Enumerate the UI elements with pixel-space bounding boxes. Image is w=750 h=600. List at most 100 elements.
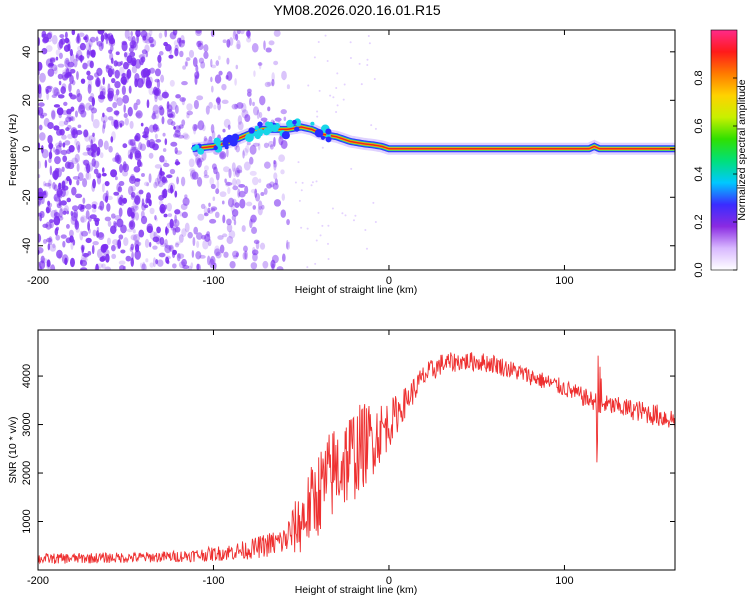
noise-blob xyxy=(245,201,253,207)
noise-blob xyxy=(101,183,105,193)
noise-blob xyxy=(56,91,61,97)
noise-blob xyxy=(203,51,209,59)
noise-blob xyxy=(65,116,72,123)
noise-blob xyxy=(38,124,43,131)
noise-blob xyxy=(70,68,76,74)
noise-blob xyxy=(131,35,136,46)
noise-dot xyxy=(368,42,371,45)
noise-blob xyxy=(151,90,159,96)
noise-blob xyxy=(119,265,125,270)
noise-blob xyxy=(167,213,173,217)
noise-blob xyxy=(208,202,211,208)
noise-blob xyxy=(221,99,229,105)
noise-blob xyxy=(227,124,231,130)
noise-blob xyxy=(195,30,203,37)
noise-blob xyxy=(222,39,227,44)
noise-blob xyxy=(252,101,255,107)
noise-blob xyxy=(84,34,89,43)
noise-blob xyxy=(45,45,53,53)
noise-blob xyxy=(98,93,105,103)
noise-blob xyxy=(234,78,237,86)
noise-blob xyxy=(152,104,160,115)
noise-blob xyxy=(188,158,195,168)
noise-blob xyxy=(200,203,206,209)
noise-blob xyxy=(132,229,136,234)
noise-blob xyxy=(149,207,155,215)
noise-blob xyxy=(85,42,92,52)
ridge-blob xyxy=(325,136,332,143)
noise-blob xyxy=(264,81,271,88)
noise-blob xyxy=(236,39,241,50)
noise-blob xyxy=(273,60,279,66)
noise-blob xyxy=(197,213,205,221)
noise-blob xyxy=(95,36,99,42)
snr-plot-area xyxy=(38,330,675,570)
noise-blob xyxy=(225,181,233,186)
colorbar-tick-label: 0.8 xyxy=(693,70,705,85)
ridge-blob xyxy=(222,137,230,144)
noise-dot xyxy=(294,181,297,184)
noise-blob xyxy=(107,220,112,227)
ridge-blob xyxy=(281,131,290,140)
noise-blob xyxy=(140,30,148,38)
noise-blob xyxy=(61,180,66,189)
noise-blob xyxy=(110,169,118,178)
noise-blob xyxy=(181,119,186,126)
noise-blob xyxy=(141,172,145,178)
noise-blob xyxy=(272,182,279,190)
noise-blob xyxy=(43,117,50,127)
noise-blob xyxy=(114,214,122,221)
noise-blob xyxy=(133,233,140,243)
noise-blob xyxy=(71,205,79,212)
noise-blob xyxy=(181,228,187,237)
noise-blob xyxy=(200,61,206,69)
noise-blob xyxy=(106,203,111,212)
noise-blob xyxy=(158,94,163,101)
noise-blob xyxy=(263,161,271,169)
noise-blob xyxy=(59,208,63,218)
noise-dot xyxy=(319,234,322,237)
noise-blob xyxy=(40,114,45,119)
noise-blob xyxy=(115,51,120,56)
noise-blob xyxy=(152,143,159,151)
noise-blob xyxy=(269,144,274,150)
noise-blob xyxy=(138,229,145,238)
noise-blob xyxy=(169,168,176,175)
noise-blob xyxy=(196,70,200,80)
noise-dot xyxy=(329,94,332,97)
noise-blob xyxy=(123,52,128,58)
noise-blob xyxy=(156,226,161,234)
noise-blob xyxy=(49,165,53,176)
noise-blob xyxy=(192,236,196,247)
snr-ylabel: SNR (10 * v/v) xyxy=(7,416,19,483)
noise-blob xyxy=(48,179,52,189)
noise-blob xyxy=(178,124,184,129)
noise-blob xyxy=(64,73,72,78)
noise-blob xyxy=(257,142,261,151)
noise-blob xyxy=(286,218,290,226)
noise-blob xyxy=(142,134,149,139)
noise-blob xyxy=(80,267,88,270)
noise-blob xyxy=(131,251,134,260)
noise-blob xyxy=(222,214,226,224)
snr-xtick-label: 0 xyxy=(386,575,392,587)
noise-blob xyxy=(135,132,141,142)
noise-blob xyxy=(119,164,124,173)
noise-blob xyxy=(204,233,211,243)
noise-blob xyxy=(102,120,106,130)
noise-blob xyxy=(85,237,92,244)
noise-blob xyxy=(149,262,154,268)
noise-blob xyxy=(273,162,277,171)
noise-blob xyxy=(69,235,74,243)
noise-blob xyxy=(193,99,199,110)
noise-blob xyxy=(231,209,239,217)
noise-blob xyxy=(161,91,169,99)
noise-blob xyxy=(38,89,41,99)
noise-blob xyxy=(65,59,70,65)
noise-blob xyxy=(252,142,260,147)
noise-blob xyxy=(104,180,110,187)
noise-dot xyxy=(301,181,304,184)
noise-blob xyxy=(79,42,86,51)
noise-blob xyxy=(154,133,158,140)
noise-blob xyxy=(50,109,56,119)
